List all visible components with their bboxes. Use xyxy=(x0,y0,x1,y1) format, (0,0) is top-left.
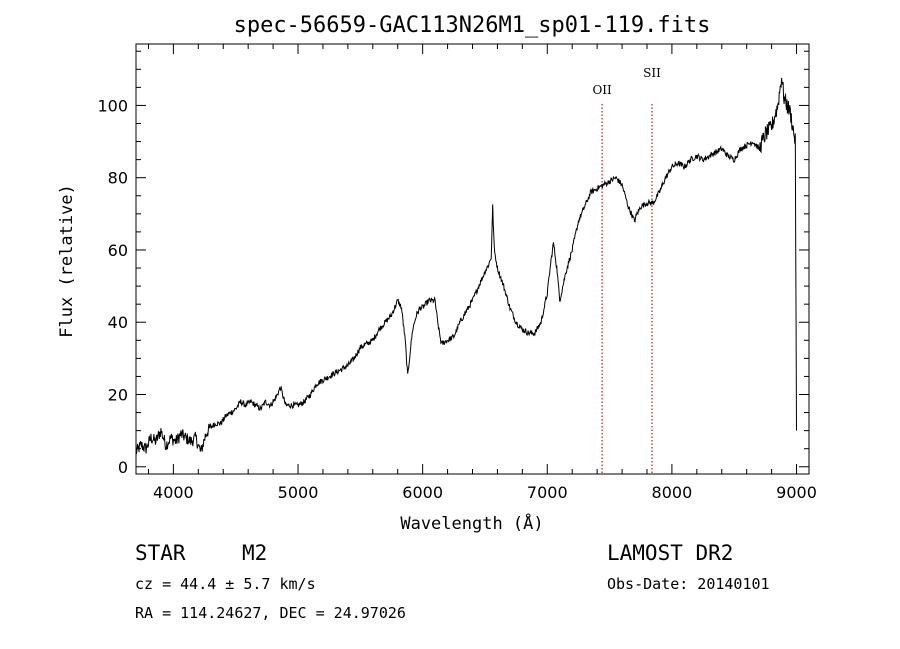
ra-dec: RA = 114.24627, DEC = 24.97026 xyxy=(135,604,406,622)
x-axis-label: Wavelength (Å) xyxy=(400,512,543,534)
x-tick-label: 8000 xyxy=(652,483,693,502)
y-tick-label: 0 xyxy=(118,458,128,477)
y-tick-label: 100 xyxy=(97,96,128,115)
object-type: STAR xyxy=(135,541,186,565)
line-label-oii: OII xyxy=(592,83,612,97)
object-subclass: M2 xyxy=(242,541,267,565)
x-tick-label: 5000 xyxy=(278,483,319,502)
survey-name: LAMOST DR2 xyxy=(607,541,733,565)
chart-title: spec-56659-GAC113N26M1_sp01-119.fits xyxy=(234,13,711,38)
x-tick-label: 4000 xyxy=(153,483,194,502)
y-axis-label: Flux (relative) xyxy=(57,184,77,338)
y-tick-label: 80 xyxy=(108,169,128,188)
spectrum-line xyxy=(135,77,797,455)
axis-ticks: 4000 5000 6000 7000 8000 9000 0 20 40 60 80 100 xyxy=(97,44,817,502)
emission-line-markers: OII SII xyxy=(592,66,661,474)
y-tick-label: 40 xyxy=(108,313,128,332)
redshift-cz: cz = 44.4 ± 5.7 km/s xyxy=(135,575,316,593)
y-tick-label: 20 xyxy=(108,386,128,405)
plot-frame xyxy=(135,43,810,475)
observation-date: Obs-Date: 20140101 xyxy=(607,575,770,593)
y-tick-label: 60 xyxy=(108,241,128,260)
x-tick-label: 6000 xyxy=(402,483,443,502)
x-tick-label: 9000 xyxy=(776,483,817,502)
x-tick-label: 7000 xyxy=(527,483,568,502)
line-label-sii: SII xyxy=(643,66,661,80)
